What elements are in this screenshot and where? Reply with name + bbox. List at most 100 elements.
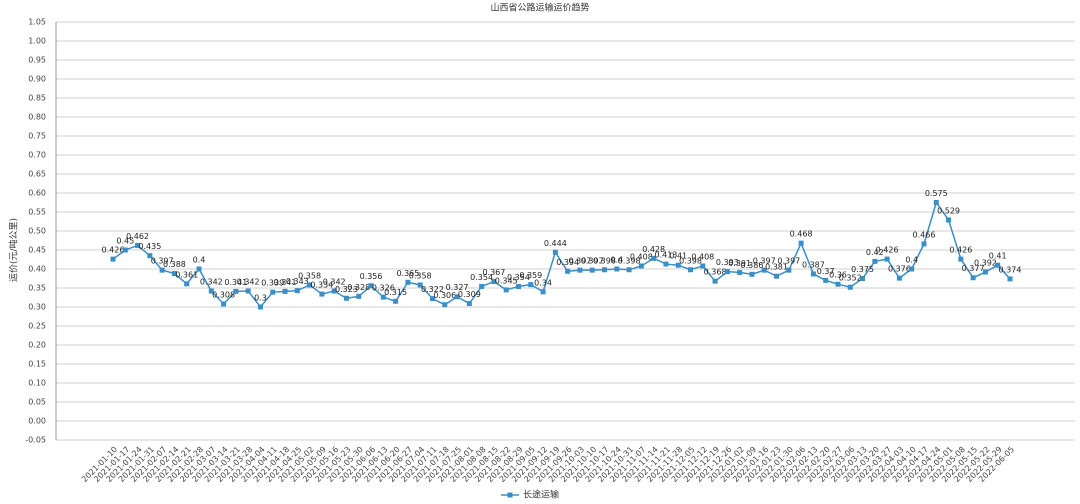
marker (700, 263, 706, 269)
marker (774, 273, 780, 279)
marker (331, 288, 337, 294)
data-label: 0.393 (716, 258, 739, 267)
data-label: 0.435 (138, 242, 161, 251)
marker (393, 298, 399, 304)
data-label: 0.397 (151, 257, 174, 266)
marker (946, 217, 952, 223)
marker (798, 240, 804, 246)
marker (872, 258, 878, 264)
data-label: 0.36 (829, 271, 847, 280)
marker (737, 269, 743, 275)
marker (614, 266, 620, 272)
marker (651, 255, 657, 261)
y-tick-label: 0.50 (28, 227, 46, 236)
marker (933, 200, 939, 205)
marker (270, 289, 276, 295)
data-label: 0.41 (989, 252, 1007, 261)
marker (552, 249, 558, 255)
y-tick-label: 0.60 (28, 189, 46, 198)
marker (257, 304, 263, 310)
y-tick-label: -0.05 (25, 436, 46, 445)
data-label: 0.323 (335, 285, 358, 294)
data-label: 0.358 (298, 271, 321, 280)
data-label: 0.359 (519, 271, 542, 280)
marker (405, 279, 411, 285)
data-label: 0.397 (777, 257, 800, 266)
marker (221, 301, 227, 307)
legend-label: 长途运输 (523, 489, 559, 501)
data-label: 0.4 (193, 256, 206, 265)
y-tick-label: 0.05 (28, 398, 46, 407)
marker (503, 287, 509, 293)
data-label: 0.345 (495, 276, 518, 285)
marker (540, 289, 546, 295)
marker (135, 242, 141, 248)
data-label: 0.356 (360, 272, 383, 281)
data-label: 0.358 (409, 271, 432, 280)
data-label: 0.428 (642, 245, 665, 254)
data-label: 0.397 (568, 257, 591, 266)
data-label: 0.377 (962, 264, 985, 273)
marker (171, 271, 177, 277)
data-label: 0.352 (839, 274, 862, 283)
marker (110, 256, 116, 262)
data-label: 0.306 (433, 291, 456, 300)
marker (921, 241, 927, 247)
data-label: 0.334 (310, 281, 333, 290)
data-label: 0.315 (384, 288, 407, 297)
marker (515, 283, 521, 289)
data-label: 0.42 (866, 248, 884, 257)
y-tick-label: 0.20 (28, 341, 46, 350)
marker (626, 267, 632, 273)
marker (565, 268, 571, 274)
marker (577, 267, 583, 273)
y-tick-label: 0.15 (28, 360, 46, 369)
data-label: 0.376 (888, 265, 911, 274)
data-label: 0.392 (974, 259, 997, 268)
data-label: 0.529 (937, 206, 960, 215)
data-label: 0.3 (254, 294, 267, 303)
data-label: 0.365 (396, 269, 419, 278)
marker (724, 269, 730, 275)
data-label: 0.575 (925, 189, 948, 198)
data-label: 0.4 (610, 256, 623, 265)
data-label: 0.381 (765, 263, 788, 272)
y-tick-label: 0.75 (28, 132, 46, 141)
marker (196, 266, 202, 272)
marker (319, 291, 325, 297)
data-label: 0.426 (102, 246, 125, 255)
marker (909, 266, 915, 272)
data-label: 0.397 (581, 257, 604, 266)
marker (147, 253, 153, 259)
marker (245, 288, 251, 294)
marker (995, 262, 1001, 268)
data-label: 0.398 (679, 256, 702, 265)
data-label: 0.462 (126, 232, 149, 241)
data-label: 0.367 (482, 268, 505, 277)
data-label: 0.374 (999, 265, 1022, 274)
marker (356, 293, 362, 299)
data-label: 0.339 (261, 279, 284, 288)
data-label: 0.386 (741, 261, 764, 270)
marker (380, 294, 386, 300)
data-label: 0.342 (200, 278, 223, 287)
marker (835, 281, 841, 287)
y-tick-label: 0.95 (28, 56, 46, 65)
marker (429, 296, 435, 302)
data-label: 0.343 (286, 277, 309, 286)
marker (761, 267, 767, 273)
marker (454, 294, 460, 300)
marker (847, 284, 853, 290)
marker (638, 263, 644, 269)
y-tick-label: 0.40 (28, 265, 46, 274)
data-label: 0.361 (175, 270, 198, 279)
data-label: 0.45 (116, 237, 134, 246)
marker (749, 271, 755, 277)
marker (896, 275, 902, 281)
marker (675, 262, 681, 268)
marker (122, 247, 128, 253)
y-axis-label: 运价(元/吨公里) (8, 218, 20, 282)
data-label: 0.413 (654, 251, 677, 260)
data-label: 0.388 (163, 260, 186, 269)
marker (307, 282, 313, 288)
